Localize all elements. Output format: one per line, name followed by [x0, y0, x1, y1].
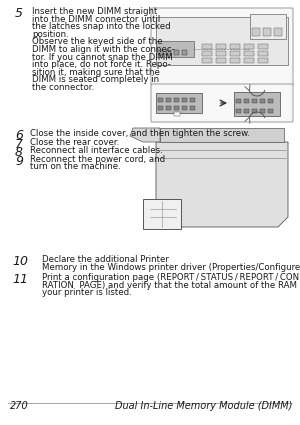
- Bar: [268, 99, 273, 103]
- Text: 8: 8: [15, 146, 23, 159]
- Text: turn on the machine.: turn on the machine.: [30, 162, 121, 171]
- Text: the latches snap into the locked: the latches snap into the locked: [32, 22, 171, 31]
- Text: tor. If you cannot snap the DIMM: tor. If you cannot snap the DIMM: [32, 53, 173, 62]
- Bar: [230, 51, 240, 56]
- Text: 10: 10: [12, 255, 28, 268]
- Bar: [190, 106, 195, 110]
- Bar: [230, 58, 240, 63]
- Bar: [158, 106, 163, 110]
- Bar: [216, 44, 226, 49]
- Bar: [174, 50, 179, 55]
- Text: Insert the new DIMM straight: Insert the new DIMM straight: [32, 7, 158, 16]
- Text: 270: 270: [10, 401, 29, 411]
- Text: 5: 5: [15, 7, 23, 20]
- Bar: [158, 98, 163, 102]
- Text: Close the rear cover.: Close the rear cover.: [30, 138, 119, 147]
- Bar: [216, 58, 226, 63]
- Bar: [158, 50, 163, 55]
- Bar: [166, 98, 171, 102]
- Text: your printer is listed.: your printer is listed.: [42, 289, 132, 298]
- Text: DIMM to align it with the connec-: DIMM to align it with the connec-: [32, 45, 175, 54]
- Bar: [182, 50, 187, 55]
- Text: 11: 11: [12, 273, 28, 286]
- Bar: [182, 106, 187, 110]
- Bar: [260, 99, 265, 103]
- Text: DIMM is seated completely in: DIMM is seated completely in: [32, 75, 159, 85]
- Text: 9: 9: [15, 155, 23, 168]
- Bar: [174, 112, 180, 116]
- FancyBboxPatch shape: [143, 199, 181, 229]
- Bar: [156, 17, 288, 65]
- Text: into place, do not force it. Repo-: into place, do not force it. Repo-: [32, 60, 171, 69]
- Bar: [202, 44, 212, 49]
- Bar: [244, 58, 254, 63]
- Polygon shape: [156, 142, 288, 227]
- Bar: [244, 44, 254, 49]
- Text: Memory in the Windows printer driver (Properties/Configure tab).: Memory in the Windows printer driver (Pr…: [42, 263, 300, 272]
- Bar: [258, 51, 268, 56]
- Bar: [236, 109, 241, 113]
- Bar: [252, 28, 260, 36]
- Text: 7: 7: [15, 138, 23, 150]
- Bar: [252, 99, 257, 103]
- Bar: [166, 50, 171, 55]
- Bar: [258, 44, 268, 49]
- Bar: [250, 14, 286, 39]
- Bar: [244, 109, 249, 113]
- Polygon shape: [160, 128, 284, 142]
- Polygon shape: [130, 128, 160, 142]
- Bar: [156, 93, 202, 113]
- Bar: [182, 98, 187, 102]
- Text: Close the inside cover, and then tighten the screw.: Close the inside cover, and then tighten…: [30, 129, 250, 138]
- Bar: [236, 99, 241, 103]
- Bar: [174, 106, 179, 110]
- Bar: [202, 58, 212, 63]
- Bar: [263, 28, 271, 36]
- Text: 6: 6: [15, 129, 23, 142]
- Bar: [244, 99, 249, 103]
- Bar: [174, 98, 179, 102]
- Bar: [252, 109, 257, 113]
- Bar: [216, 51, 226, 56]
- Text: RATION  PAGE) and verify that the total amount of the RAM installed in: RATION PAGE) and verify that the total a…: [42, 281, 300, 290]
- Bar: [166, 106, 171, 110]
- Bar: [258, 58, 268, 63]
- FancyBboxPatch shape: [151, 84, 293, 122]
- Bar: [190, 98, 195, 102]
- Bar: [244, 51, 254, 56]
- Bar: [234, 92, 280, 116]
- Text: position.: position.: [32, 30, 69, 39]
- Text: Declare the additional Printer: Declare the additional Printer: [42, 255, 169, 264]
- Bar: [202, 51, 212, 56]
- Text: Observe the keyed side of the: Observe the keyed side of the: [32, 37, 163, 46]
- Text: Dual In-Line Memory Module (DIMM): Dual In-Line Memory Module (DIMM): [115, 401, 292, 411]
- Text: into the DIMM connector until: into the DIMM connector until: [32, 14, 160, 24]
- Bar: [274, 28, 282, 36]
- Text: Print a configuration page (REPORT / STATUS / REPORT / CONFIGU-: Print a configuration page (REPORT / STA…: [42, 273, 300, 282]
- Bar: [230, 44, 240, 49]
- Text: Reconnect the power cord, and: Reconnect the power cord, and: [30, 155, 165, 164]
- Text: Reconnect all interface cables.: Reconnect all interface cables.: [30, 146, 163, 155]
- Bar: [260, 109, 265, 113]
- Text: sition it, making sure that the: sition it, making sure that the: [32, 68, 160, 77]
- Bar: [156, 41, 194, 57]
- FancyBboxPatch shape: [151, 8, 293, 86]
- Text: the connector.: the connector.: [32, 83, 94, 92]
- Bar: [268, 109, 273, 113]
